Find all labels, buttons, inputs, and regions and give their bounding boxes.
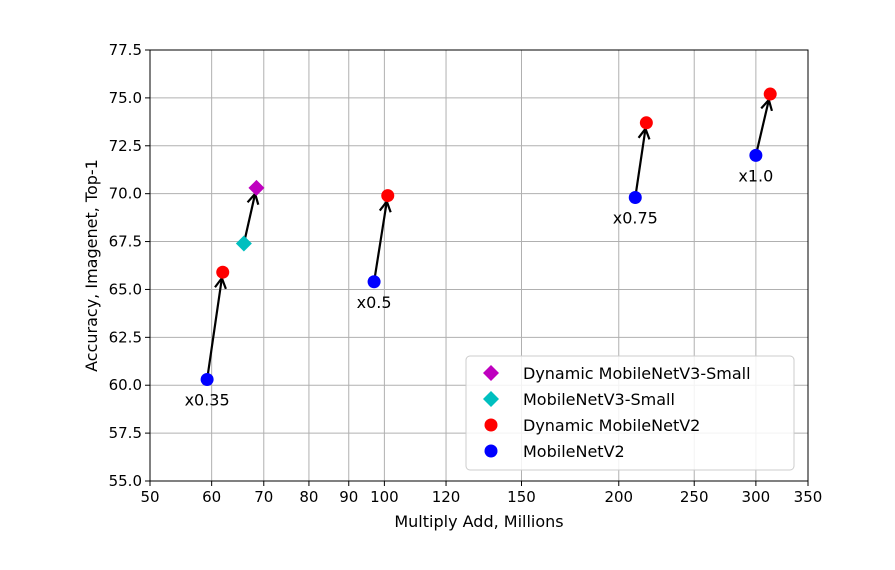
annotations: x0.35 x0.5 x0.75 x1.0 (185, 166, 774, 409)
legend-label: MobileNetV2 (523, 442, 625, 461)
legend-marker (483, 391, 499, 407)
y-tick-label: 57.5 (109, 424, 142, 442)
y-tick-label: 65.0 (109, 280, 142, 298)
scale-annotation: x1.0 (738, 166, 773, 185)
x-tick-label: 90 (339, 488, 358, 506)
x-tick-label: 150 (507, 488, 536, 506)
arrow (206, 275, 227, 380)
y-tick-label: 62.5 (109, 328, 142, 346)
legend: Dynamic MobileNetV3-Small MobileNetV3-Sma… (465, 355, 795, 471)
axes: 50 60 70 80 90 100 120 150 200 250 300 350 55.0 57.5 6… (109, 41, 823, 506)
mobilenetv2-point (749, 148, 763, 162)
x-tick-label: 120 (432, 488, 461, 506)
dynamic-mobilenetv3-small-point (248, 179, 265, 196)
scale-annotation: x0.5 (357, 293, 392, 312)
y-tick-label: 77.5 (109, 41, 142, 59)
mobilenetv2-point (367, 275, 381, 289)
x-tick-label: 100 (370, 488, 399, 506)
x-tick-label: 50 (140, 488, 159, 506)
arrow (634, 126, 651, 198)
y-tick-label: 75.0 (109, 89, 142, 107)
dynamic-mobilenetv2-point (381, 189, 395, 203)
x-tick-label: 70 (254, 488, 273, 506)
legend-box (465, 355, 795, 471)
legend-marker (483, 365, 499, 381)
x-tick-label: 350 (794, 488, 823, 506)
legend-label: Dynamic MobileNetV3-Small (523, 364, 751, 383)
y-axis-label: Accuracy, Imagenet, Top-1 (82, 159, 101, 372)
legend-entry: Dynamic MobileNetV2 (484, 416, 700, 435)
mobilenetv3-small-point (235, 235, 252, 252)
x-tick-label: 200 (604, 488, 633, 506)
plot-frame (149, 49, 809, 482)
x-tick-label: 300 (742, 488, 771, 506)
data-points (200, 87, 777, 386)
y-tick-label: 60.0 (109, 376, 142, 394)
scale-annotation: x0.35 (185, 390, 230, 409)
legend-entry: MobileNetV2 (484, 442, 625, 461)
legend-label: MobileNetV3-Small (523, 390, 675, 409)
y-tick-label: 67.5 (109, 233, 142, 251)
legend-marker (484, 444, 498, 458)
legend-marker (484, 418, 498, 432)
x-tick-label: 250 (680, 488, 709, 506)
legend-entry: MobileNetV3-Small (483, 390, 675, 409)
x-tick-label: 80 (299, 488, 318, 506)
y-tick-label: 72.5 (109, 137, 142, 155)
dynamic-mobilenetv2-point (216, 265, 230, 279)
arrow (754, 97, 773, 156)
dynamic-mobilenetv2-point (639, 116, 653, 130)
scale-annotation: x0.75 (613, 208, 658, 227)
legend-label: Dynamic MobileNetV2 (523, 416, 700, 435)
dynamic-mobilenetv2-point (763, 87, 777, 101)
arrow (242, 191, 260, 244)
x-tick-label: 60 (202, 488, 221, 506)
x-axis-label: Multiply Add, Millions (394, 512, 563, 531)
mobilenetv2-point (628, 190, 642, 204)
y-tick-label: 70.0 (109, 185, 142, 203)
legend-entry: Dynamic MobileNetV3-Small (483, 364, 751, 383)
y-tick-label: 55.0 (109, 472, 142, 490)
mobilenetv2-point (200, 372, 214, 386)
